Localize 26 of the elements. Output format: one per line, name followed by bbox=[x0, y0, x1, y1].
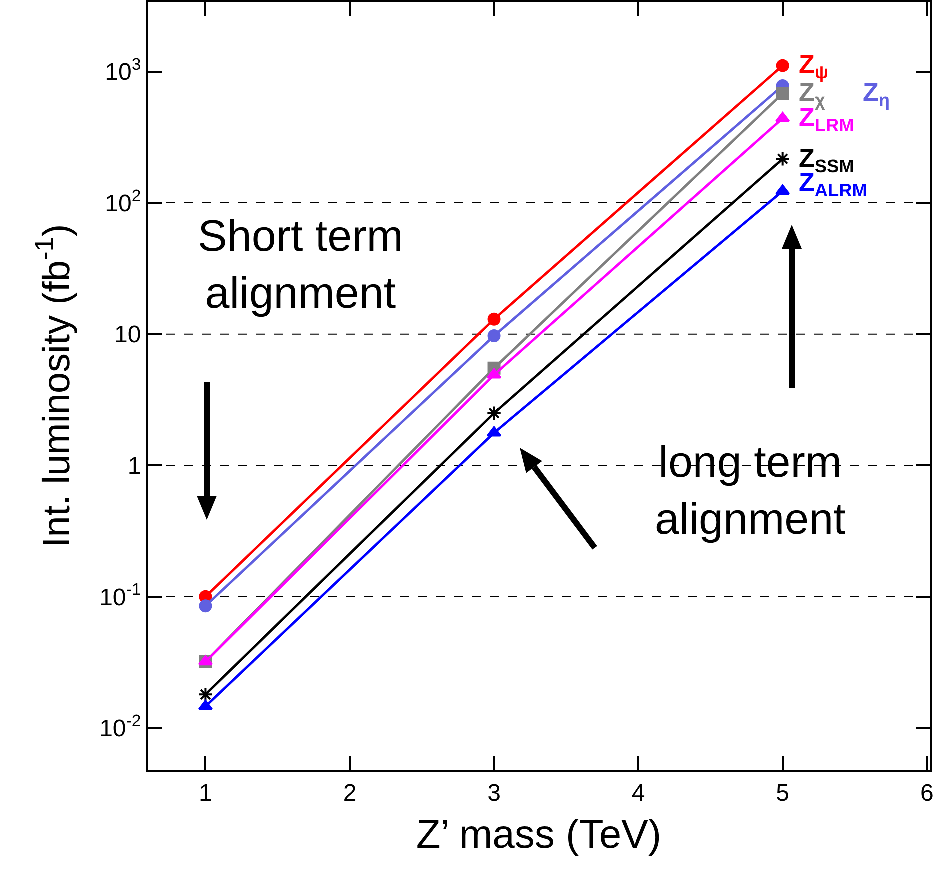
point bbox=[198, 655, 214, 666]
y-tick-label: 10$^{2}$ bbox=[105, 186, 142, 218]
x-tick-label: 3 bbox=[488, 780, 501, 807]
point bbox=[488, 312, 501, 326]
x-tick-label: 6 bbox=[920, 780, 934, 807]
point bbox=[198, 687, 214, 702]
point bbox=[776, 87, 790, 100]
x-tick-label: 5 bbox=[776, 780, 790, 807]
y-tick-label: 10$^{-2}$ bbox=[100, 711, 142, 743]
x-tick-label: 4 bbox=[632, 780, 646, 807]
point bbox=[486, 368, 502, 379]
text: Z$_{η}$ bbox=[863, 77, 890, 110]
point bbox=[775, 152, 790, 167]
y-tick-label: 10 bbox=[114, 322, 142, 349]
y-tick-label: 1 bbox=[128, 453, 142, 480]
x-tick-label: 2 bbox=[343, 780, 357, 807]
x-tick-label: 1 bbox=[199, 780, 212, 807]
y-tick-label: 10$^{-1}$ bbox=[100, 580, 142, 612]
point bbox=[488, 330, 501, 343]
x-axis-title: Z’ mass (TeV) bbox=[416, 812, 662, 857]
point bbox=[776, 59, 790, 72]
y-tick-label: 10$^{3}$ bbox=[105, 55, 142, 86]
point bbox=[199, 600, 212, 613]
annotation: long term alignment bbox=[655, 438, 846, 544]
point bbox=[486, 406, 502, 421]
annotation: Short term alignment bbox=[198, 212, 404, 318]
